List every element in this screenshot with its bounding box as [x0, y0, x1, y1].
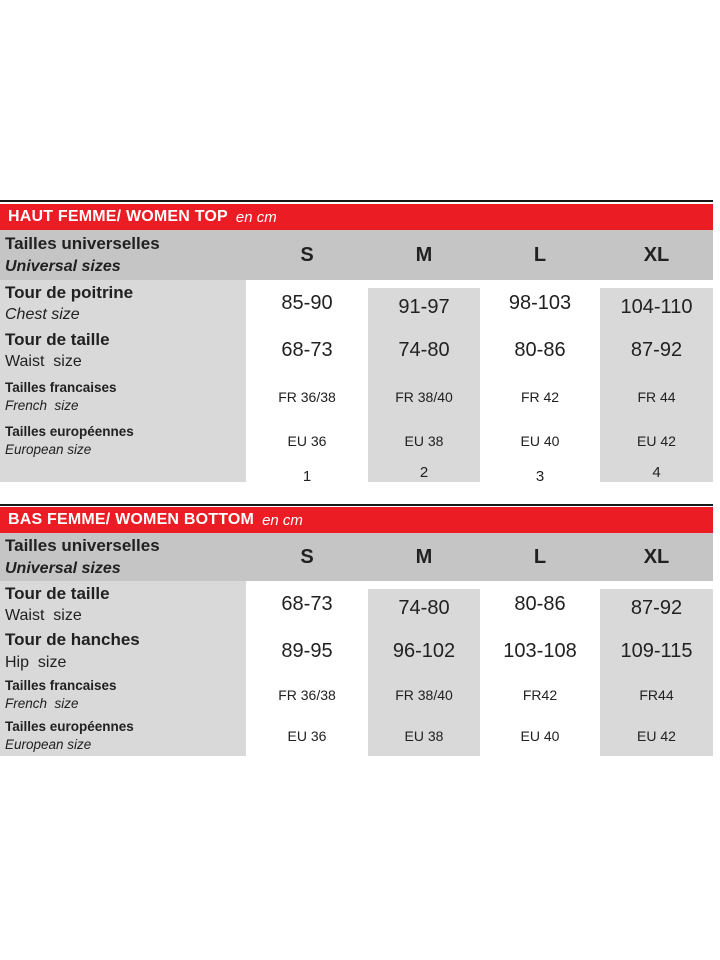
size-value-cell: FR 36/38	[278, 687, 336, 703]
header-label-fr: Tailles universelles	[5, 536, 160, 556]
size-value-cell: EU 36	[287, 728, 327, 744]
size-value-cell: 74-80	[368, 581, 480, 628]
row-label-fr: Tailles européennes	[5, 719, 134, 735]
size-value-cell: 68-73	[281, 593, 333, 615]
col-header-l: L	[480, 533, 600, 581]
row-label-fr: Tailles européennes	[5, 424, 134, 440]
size-value-cell: 87-92	[600, 581, 713, 628]
size-value-cell: 68-73	[281, 339, 333, 361]
size-value-cell: 4	[600, 463, 713, 489]
size-value-cell: FR 42	[520, 388, 560, 405]
size-value-cell: 80-86	[514, 339, 566, 361]
size-value-cell: 96-102	[368, 628, 480, 674]
size-value-cell: 2	[368, 463, 480, 489]
row-label-cell: Tour de taille Waist size	[0, 327, 246, 374]
col-header-l: L	[480, 230, 600, 280]
row-label-cell: Tour de hanches Hip size	[0, 628, 246, 674]
header-label-en: Universal sizes	[5, 257, 121, 275]
header-label-en: Universal sizes	[5, 559, 121, 577]
size-value-cell: FR 38/40	[368, 674, 480, 716]
size-value-cell: 85-90	[281, 292, 333, 314]
universal-sizes-header-cell: Tailles universelles Universal sizes	[0, 533, 246, 581]
size-value-cell: 98-103	[508, 292, 572, 314]
unit-label: en cm	[262, 511, 303, 529]
col-header-s: S	[246, 533, 368, 581]
table-top-border	[0, 200, 713, 202]
row-label-fr: Tailles francaises	[5, 379, 117, 395]
size-value-cell: 89-95	[281, 639, 333, 662]
size-value-cell: FR 36/38	[278, 388, 336, 405]
row-label-en: Waist size	[5, 607, 82, 625]
size-value-cell: 87-92	[600, 327, 713, 374]
women-top-size-table: Tailles universelles Universal sizes S M…	[0, 230, 713, 489]
row-label-cell	[0, 463, 246, 489]
universal-sizes-header-cell: Tailles universelles Universal sizes	[0, 230, 246, 280]
row-label-en: European size	[5, 737, 92, 752]
size-letter: M	[415, 243, 433, 266]
size-letter: L	[533, 243, 547, 266]
size-value-cell: EU 42	[600, 716, 713, 756]
row-label-en: European size	[5, 442, 92, 457]
size-letter: M	[415, 545, 433, 568]
col-header-s: S	[246, 230, 368, 280]
row-label-fr: Tour de taille	[5, 583, 110, 603]
size-value-cell: FR 38/40	[368, 374, 480, 419]
size-value-cell: FR 44	[600, 374, 713, 419]
size-value-cell: 104-110	[600, 280, 713, 327]
row-label-fr: Tailles francaises	[5, 678, 117, 694]
size-letter: XL	[643, 243, 670, 266]
size-value-cell: 3	[535, 467, 545, 485]
row-label-en: French size	[5, 696, 79, 711]
size-value-cell: EU 38	[368, 419, 480, 463]
col-header-xl: XL	[600, 230, 713, 280]
unit-label: en cm	[235, 208, 277, 226]
row-label-en: Hip size	[5, 653, 67, 671]
row-label-cell: Tailles européennes European size	[0, 716, 246, 756]
size-value-cell: 1	[302, 467, 312, 485]
women-bottom-header-bar: BAS FEMME/ WOMEN BOTTOM en cm	[0, 507, 713, 533]
size-value-cell: FR42	[522, 687, 558, 703]
size-value-cell: 103-108	[503, 639, 577, 662]
size-value-cell: EU 38	[368, 716, 480, 756]
size-value-cell: 91-97	[368, 280, 480, 327]
row-label-cell: Tour de taille Waist size	[0, 581, 246, 628]
row-label-fr: Tour de poitrine	[5, 282, 134, 302]
size-letter: XL	[643, 545, 670, 568]
row-label-fr: Tour de hanches	[5, 630, 140, 650]
row-label-cell: Tailles francaises French size	[0, 374, 246, 419]
size-value-cell: EU 40	[520, 433, 560, 449]
row-label-cell: Tailles européennes European size	[0, 419, 246, 463]
size-value-cell: EU 42	[600, 419, 713, 463]
table-top-border	[0, 504, 713, 506]
size-letter: S	[300, 545, 314, 568]
size-value-cell: FR44	[600, 674, 713, 716]
row-label-cell: Tour de poitrine Chest size	[0, 280, 246, 327]
size-value-cell: EU 36	[287, 433, 327, 449]
row-label-en: French size	[5, 397, 79, 413]
women-bottom-size-table: Tailles universelles Universal sizes S M…	[0, 533, 713, 756]
women-top-header-bar: HAUT FEMME/ WOMEN TOP en cm	[0, 204, 713, 230]
size-value-cell: 80-86	[514, 593, 566, 615]
size-letter: S	[300, 243, 314, 266]
table-title: BAS FEMME/ WOMEN BOTTOM	[8, 511, 255, 528]
header-label-fr: Tailles universelles	[5, 234, 160, 254]
size-value-cell: 109-115	[600, 628, 713, 674]
row-label-en: Waist size	[5, 353, 82, 371]
col-header-xl: XL	[600, 533, 713, 581]
row-label-fr: Tour de taille	[5, 329, 110, 349]
col-header-m: M	[368, 533, 480, 581]
size-letter: L	[533, 545, 547, 568]
row-label-en: Chest size	[5, 306, 80, 324]
table-title: HAUT FEMME/ WOMEN TOP	[8, 208, 228, 225]
size-value-cell: EU 40	[520, 728, 560, 744]
size-value-cell: 74-80	[368, 327, 480, 374]
col-header-m: M	[368, 230, 480, 280]
row-label-cell: Tailles francaises French size	[0, 674, 246, 716]
